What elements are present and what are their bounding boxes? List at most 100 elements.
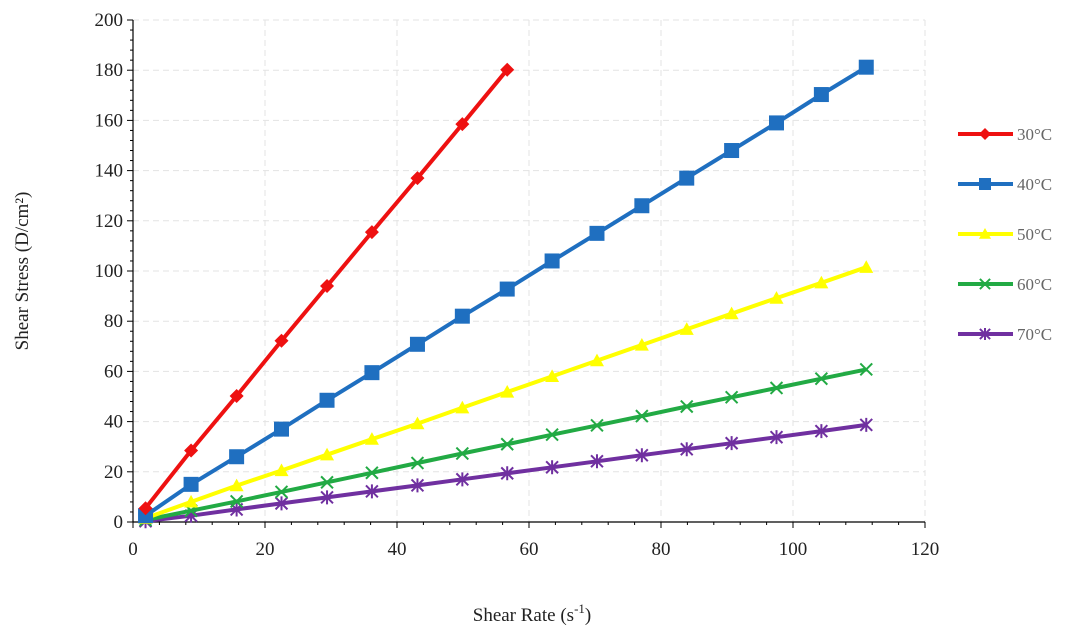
x-tick-label: 0 <box>128 539 138 560</box>
data-point <box>274 485 289 499</box>
data-point <box>769 430 784 445</box>
legend: 30°C 40°C 50°C 60°C 70°C <box>958 125 1052 344</box>
data-point <box>589 353 604 367</box>
data-point <box>455 472 469 487</box>
data-point <box>364 432 379 445</box>
legend-label: 70°C <box>1017 325 1052 344</box>
data-point <box>544 253 560 269</box>
data-point <box>320 279 335 294</box>
data-point <box>229 494 244 509</box>
legend-label: 50°C <box>1017 225 1052 244</box>
data-point <box>545 427 559 442</box>
data-point <box>679 322 694 335</box>
y-tick-label: 160 <box>95 110 124 131</box>
data-point <box>455 446 469 461</box>
data-point <box>769 115 784 131</box>
legend-item: 70°C <box>958 325 1052 344</box>
x-axis-title: Shear Rate (s-1) <box>473 601 591 626</box>
data-point <box>365 466 379 480</box>
data-point <box>545 460 559 475</box>
x-tick-label: 80 <box>652 539 671 560</box>
data-point <box>410 478 425 493</box>
data-point <box>813 87 829 103</box>
data-point <box>410 456 425 470</box>
data-point <box>635 409 649 423</box>
data-point <box>724 143 740 159</box>
series-40C-group <box>138 59 874 524</box>
data-point <box>635 448 649 463</box>
y-tick-label: 0 <box>114 512 124 533</box>
data-point <box>184 443 199 458</box>
data-point <box>769 291 784 304</box>
data-point <box>229 478 244 492</box>
data-point <box>184 494 199 508</box>
legend-label: 60°C <box>1017 275 1052 294</box>
data-point <box>680 399 694 414</box>
data-point <box>364 225 379 240</box>
gridlines <box>133 19 926 522</box>
data-point <box>138 508 154 524</box>
data-point <box>979 178 991 190</box>
x-tick-label: 40 <box>388 539 407 560</box>
series-30C-group <box>138 62 515 516</box>
data-point <box>274 421 289 437</box>
data-point <box>590 418 604 433</box>
data-point <box>724 390 739 404</box>
data-point <box>409 336 425 352</box>
x-axis-title-end: ) <box>585 605 591 626</box>
legend-item: 60°C <box>958 275 1052 294</box>
axes: 0 20 40 60 80 100 120 140 160 180 200 0 20 40 60 80 100 1… <box>95 10 940 560</box>
data-point <box>320 447 335 461</box>
data-point <box>229 388 244 403</box>
data-point <box>814 424 829 439</box>
data-point <box>679 170 695 186</box>
x-tick-label: 60 <box>520 539 539 560</box>
y-tick-label: 40 <box>104 412 123 433</box>
data-point <box>859 417 873 432</box>
data-point <box>138 501 153 516</box>
data-point <box>769 381 784 395</box>
legend-item: 30°C <box>958 125 1052 144</box>
data-point <box>365 484 379 499</box>
data-point <box>979 278 991 290</box>
data-point <box>814 372 829 386</box>
x-tick-label: 100 <box>779 539 808 560</box>
data-point <box>590 454 604 469</box>
data-point <box>410 171 425 186</box>
data-point <box>500 384 515 398</box>
legend-item: 40°C <box>958 175 1052 194</box>
data-point <box>859 362 873 377</box>
y-tick-label: 100 <box>95 261 124 282</box>
y-tick-label: 200 <box>95 10 124 31</box>
data-point <box>500 437 514 451</box>
data-point <box>979 228 991 239</box>
data-point <box>634 338 649 351</box>
y-tick-label: 140 <box>95 161 124 182</box>
y-tick-label: 20 <box>104 462 123 483</box>
data-point <box>858 59 874 75</box>
y-tick-label: 180 <box>95 60 124 81</box>
data-point <box>979 328 991 340</box>
data-point <box>859 260 874 273</box>
data-point <box>274 463 289 477</box>
data-point <box>500 62 515 77</box>
data-point <box>410 416 425 430</box>
data-point <box>499 281 515 297</box>
data-point <box>500 466 514 481</box>
data-point <box>320 475 334 489</box>
data-point <box>454 308 470 324</box>
data-point <box>979 128 991 140</box>
y-tick-label: 80 <box>104 311 123 332</box>
data-point <box>274 333 289 348</box>
series-70C-group <box>138 417 873 529</box>
data-point <box>319 392 335 408</box>
x-axis-title-main: Shear Rate (s <box>473 605 574 626</box>
data-point <box>274 496 289 511</box>
legend-item: 50°C <box>958 225 1052 244</box>
data-point <box>680 442 694 457</box>
y-axis-title: Shear Stress (D/cm²) <box>12 192 33 351</box>
data-point <box>724 436 739 451</box>
data-point <box>814 275 829 289</box>
y-tick-label: 120 <box>95 211 124 232</box>
